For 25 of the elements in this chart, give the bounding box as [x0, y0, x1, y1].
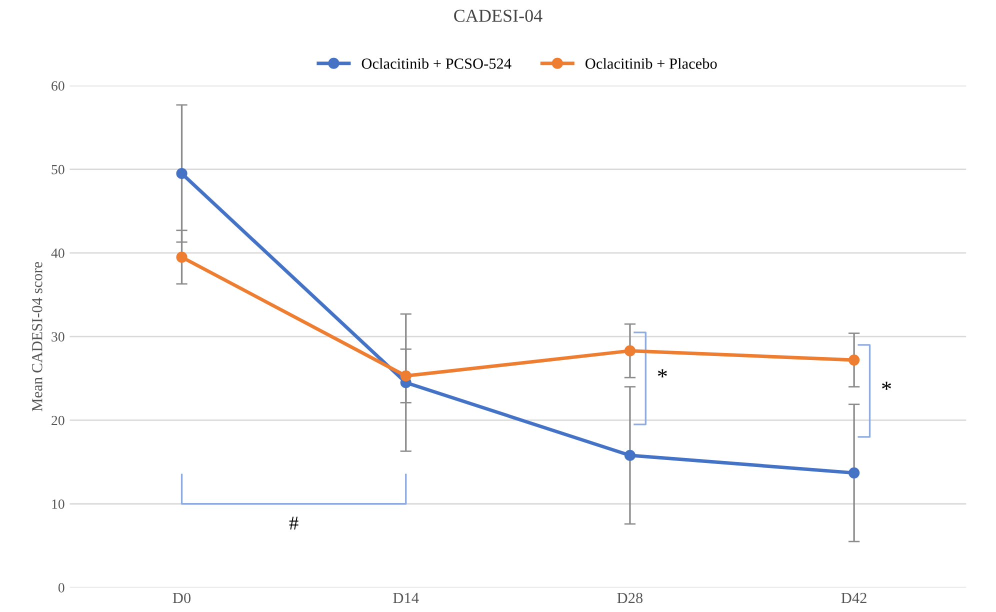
- y-tick-label: 0: [58, 583, 64, 592]
- y-tick-label: 50: [52, 164, 64, 174]
- point: [400, 370, 412, 382]
- y-tick-label: 30: [52, 332, 64, 342]
- point: [176, 168, 188, 180]
- annotation: *: [658, 369, 667, 378]
- legend-label: Oclacitinib + PCSO-524: [362, 58, 512, 69]
- x-tick-label: D0: [172, 592, 191, 604]
- point: [624, 450, 636, 461]
- point: [624, 345, 636, 356]
- annotation: *: [882, 382, 892, 390]
- y-tick-label: 20: [52, 416, 64, 426]
- x-tick-label: D42: [841, 592, 866, 604]
- y-axis-title: Mean CADESI-04 score: [32, 262, 42, 412]
- point: [176, 252, 188, 263]
- y-tick-label: 40: [51, 248, 64, 258]
- point: [848, 354, 860, 366]
- y-tick-label: 60: [52, 81, 64, 91]
- x-tick-label: D14: [393, 592, 419, 604]
- legend-label: Oclacitinib + Placebo: [586, 58, 717, 69]
- y-tick-label: 10: [52, 499, 64, 509]
- chart-title: CADESI-04: [454, 10, 542, 22]
- point: [848, 467, 860, 478]
- x-tick-label: D28: [617, 592, 643, 604]
- annotation: #: [289, 516, 298, 530]
